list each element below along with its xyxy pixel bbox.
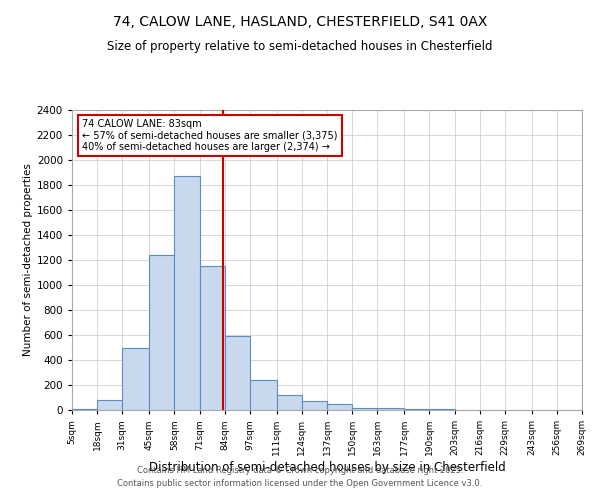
Y-axis label: Number of semi-detached properties: Number of semi-detached properties xyxy=(23,164,32,356)
Bar xyxy=(302,401,327,410)
X-axis label: Distribution of semi-detached houses by size in Chesterfield: Distribution of semi-detached houses by … xyxy=(149,461,505,474)
Bar xyxy=(277,395,302,410)
Bar xyxy=(377,408,404,410)
Text: Contains HM Land Registry data © Crown copyright and database right 2025.
Contai: Contains HM Land Registry data © Crown c… xyxy=(118,466,482,487)
Bar xyxy=(224,336,250,410)
Bar xyxy=(352,408,377,410)
Text: 74 CALOW LANE: 83sqm
← 57% of semi-detached houses are smaller (3,375)
40% of se: 74 CALOW LANE: 83sqm ← 57% of semi-detac… xyxy=(82,119,338,152)
Bar xyxy=(199,266,224,410)
Bar xyxy=(250,380,277,410)
Bar xyxy=(149,255,175,410)
Text: 74, CALOW LANE, HASLAND, CHESTERFIELD, S41 0AX: 74, CALOW LANE, HASLAND, CHESTERFIELD, S… xyxy=(113,15,487,29)
Bar xyxy=(122,348,149,410)
Bar xyxy=(327,404,352,410)
Bar xyxy=(97,400,122,410)
Text: Size of property relative to semi-detached houses in Chesterfield: Size of property relative to semi-detach… xyxy=(107,40,493,53)
Bar xyxy=(175,176,199,410)
